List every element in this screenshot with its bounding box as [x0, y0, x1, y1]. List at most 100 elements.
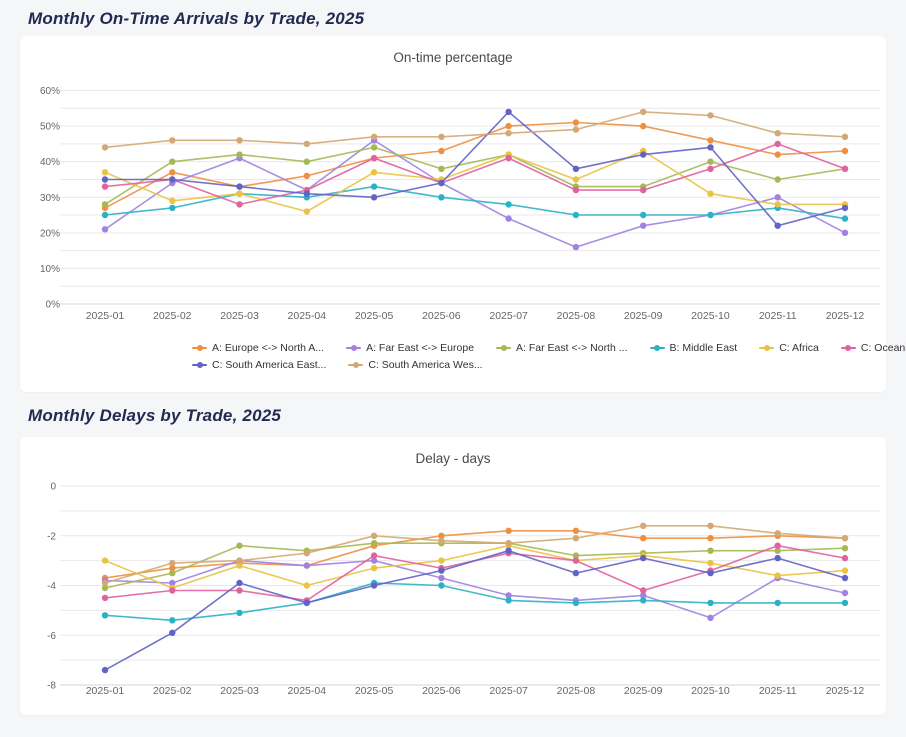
data-point[interactable] [303, 562, 310, 569]
data-point[interactable] [169, 569, 176, 577]
data-point[interactable] [370, 540, 378, 547]
data-point[interactable] [370, 582, 378, 589]
data-point[interactable] [236, 151, 243, 158]
data-point[interactable] [505, 547, 512, 554]
data-point[interactable] [640, 587, 647, 594]
data-point[interactable] [303, 158, 310, 165]
data-point[interactable] [707, 211, 714, 219]
data-point[interactable] [236, 201, 243, 208]
data-point[interactable] [303, 582, 310, 589]
data-point[interactable] [572, 552, 580, 559]
data-point[interactable] [236, 579, 243, 587]
data-point[interactable] [101, 666, 109, 674]
data-point[interactable] [101, 211, 109, 219]
data-point[interactable] [572, 599, 580, 607]
data-point[interactable] [303, 172, 310, 180]
data-point[interactable] [101, 579, 109, 587]
data-point[interactable] [101, 169, 109, 176]
data-point[interactable] [169, 176, 176, 183]
data-point[interactable] [303, 599, 310, 607]
data-point[interactable] [169, 204, 176, 212]
data-point[interactable] [640, 186, 647, 194]
data-point[interactable] [774, 572, 781, 579]
data-point[interactable] [572, 176, 580, 183]
data-point[interactable] [169, 559, 176, 567]
data-point[interactable] [101, 584, 109, 592]
data-point[interactable] [841, 599, 849, 607]
data-point[interactable] [841, 215, 849, 222]
data-point[interactable] [303, 208, 310, 215]
data-point[interactable] [841, 554, 849, 562]
data-point[interactable] [707, 144, 714, 151]
data-point[interactable] [640, 151, 647, 158]
data-point[interactable] [236, 557, 243, 564]
data-point[interactable] [707, 535, 714, 542]
data-point[interactable] [505, 215, 512, 222]
data-point[interactable] [774, 530, 781, 537]
data-point[interactable] [841, 204, 849, 212]
data-point[interactable] [101, 594, 109, 602]
data-point[interactable] [572, 557, 580, 564]
data-point[interactable] [438, 537, 445, 544]
data-point[interactable] [101, 201, 109, 208]
data-point[interactable] [774, 140, 781, 148]
data-point[interactable] [505, 540, 512, 547]
data-point[interactable] [774, 151, 781, 158]
data-point[interactable] [841, 589, 849, 597]
data-point[interactable] [572, 243, 580, 251]
data-point[interactable] [841, 567, 849, 574]
data-point[interactable] [707, 614, 714, 621]
data-point[interactable] [236, 190, 243, 197]
data-point[interactable] [774, 194, 781, 201]
data-point[interactable] [236, 587, 243, 594]
legend-item[interactable]: B: Middle East [649, 342, 737, 354]
data-point[interactable] [438, 147, 445, 155]
data-point[interactable] [640, 122, 647, 130]
data-point[interactable] [841, 574, 849, 582]
data-point[interactable] [707, 112, 714, 119]
data-point[interactable] [640, 592, 647, 599]
data-point[interactable] [370, 144, 378, 151]
data-point[interactable] [169, 197, 176, 204]
data-point[interactable] [505, 154, 512, 162]
data-point[interactable] [370, 133, 378, 140]
data-point[interactable] [236, 542, 243, 549]
data-point[interactable] [438, 567, 445, 574]
data-point[interactable] [505, 130, 512, 137]
data-point[interactable] [841, 545, 849, 552]
data-point[interactable] [236, 183, 243, 190]
data-point[interactable] [505, 597, 512, 604]
data-point[interactable] [101, 226, 109, 233]
data-point[interactable] [101, 144, 109, 151]
legend-item[interactable]: C: South America Wes... [348, 359, 483, 371]
legend-item[interactable]: C: Africa [759, 342, 819, 354]
data-point[interactable] [169, 158, 176, 165]
data-point[interactable] [774, 542, 781, 549]
data-point[interactable] [707, 547, 714, 554]
data-point[interactable] [169, 629, 176, 636]
data-point[interactable] [169, 617, 176, 624]
data-point[interactable] [438, 194, 445, 201]
data-point[interactable] [303, 550, 310, 557]
data-point[interactable] [370, 552, 378, 559]
data-point[interactable] [101, 183, 109, 190]
data-point[interactable] [505, 108, 512, 116]
data-point[interactable] [101, 176, 109, 183]
data-point[interactable] [707, 165, 714, 172]
data-point[interactable] [169, 587, 176, 594]
data-point[interactable] [841, 535, 849, 542]
data-point[interactable] [169, 169, 176, 176]
data-point[interactable] [774, 130, 781, 137]
data-point[interactable] [236, 609, 243, 617]
data-point[interactable] [572, 119, 580, 126]
data-point[interactable] [774, 547, 781, 554]
data-point[interactable] [438, 532, 445, 539]
data-point[interactable] [438, 582, 445, 589]
data-point[interactable] [841, 229, 849, 236]
data-point[interactable] [640, 108, 647, 116]
data-point[interactable] [370, 194, 378, 201]
data-point[interactable] [707, 569, 714, 577]
data-point[interactable] [505, 122, 512, 130]
data-point[interactable] [438, 165, 445, 172]
data-point[interactable] [640, 554, 647, 562]
